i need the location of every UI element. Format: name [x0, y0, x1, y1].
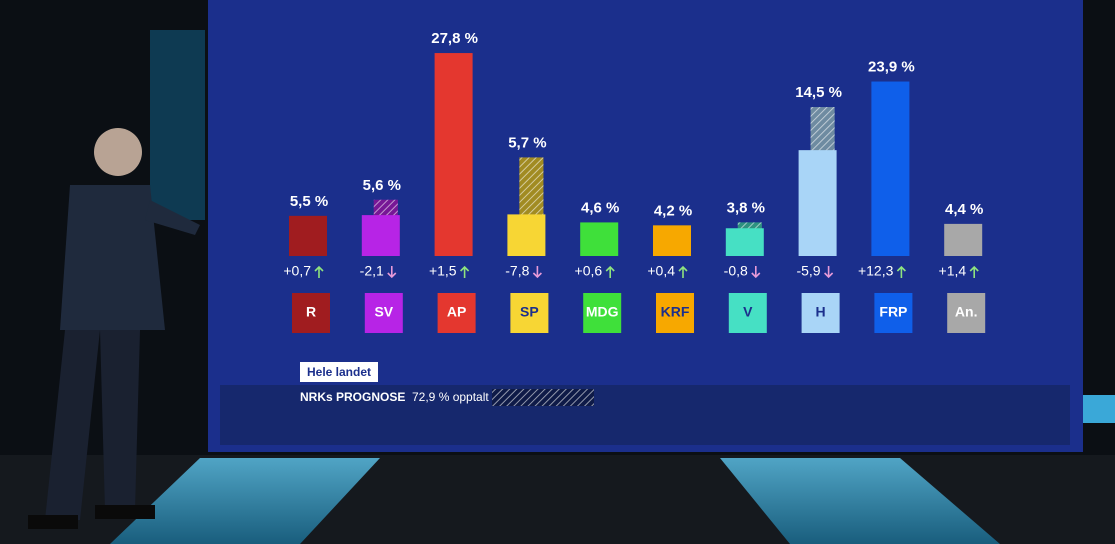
change-arrow — [314, 265, 324, 278]
change-label: -7,8 — [505, 263, 529, 279]
change-label: -0,8 — [724, 263, 748, 279]
bar — [580, 222, 619, 256]
change-arrow — [896, 265, 906, 278]
screen-strip — [220, 385, 1070, 445]
value-label: 4,6 % — [581, 199, 619, 216]
change-label: +12,3 — [858, 263, 894, 279]
party-label: SP — [520, 304, 539, 320]
bar — [944, 223, 983, 256]
party-badge — [437, 293, 476, 333]
value-label: 5,7 % — [508, 134, 546, 151]
plot: 5,5 % +0,7 R 5,6 % -2,1 SV 27,8 % +1,5 AP 5,7 % -7… — [283, 30, 986, 333]
value-label: 27,8 % — [431, 30, 478, 47]
floor-light — [720, 458, 1000, 544]
region-label: Hele landet — [307, 365, 371, 379]
change-arrow — [460, 265, 470, 278]
party-label: V — [743, 304, 753, 320]
bar — [798, 150, 837, 256]
party-badge — [510, 293, 549, 333]
party-label: H — [816, 304, 826, 320]
change-label: +1,5 — [429, 263, 457, 279]
change-label: -2,1 — [360, 263, 384, 279]
bar — [361, 215, 400, 256]
party-badge — [874, 293, 913, 333]
party-badge — [583, 293, 622, 333]
party-badge — [801, 293, 840, 333]
change-label: +0,6 — [575, 263, 603, 279]
bar — [653, 225, 691, 256]
party-label: KRF — [661, 304, 690, 320]
value-label: 14,5 % — [795, 84, 842, 101]
bar — [507, 214, 546, 256]
change-label: +0,4 — [647, 263, 675, 279]
bar — [434, 53, 473, 257]
change-arrow — [605, 265, 615, 278]
party-label: R — [306, 304, 316, 320]
value-label: 23,9 % — [868, 58, 915, 75]
presenter — [28, 128, 200, 529]
change-arrow — [387, 266, 397, 279]
party-badge — [364, 293, 403, 333]
party-label: An. — [955, 304, 978, 320]
change-arrow — [751, 266, 761, 279]
change-arrow — [678, 265, 688, 278]
prognosis-title: NRKs PROGNOSE — [300, 390, 405, 404]
change-arrow — [532, 266, 542, 279]
change-arrow — [969, 265, 979, 278]
value-label: 5,5 % — [290, 193, 328, 210]
value-label: 5,6 % — [363, 177, 401, 194]
change-label: -5,9 — [796, 263, 820, 279]
region-box — [300, 362, 378, 382]
bar — [289, 215, 327, 256]
counted-label: 72,9 % opptalt — [412, 390, 489, 404]
party-label: FRP — [879, 304, 907, 320]
floor-light — [110, 458, 380, 544]
value-label: 4,4 % — [945, 201, 983, 218]
bar — [871, 81, 910, 256]
party-badge — [656, 293, 694, 333]
party-badge — [728, 293, 767, 333]
bar — [725, 228, 764, 256]
value-label: 4,2 % — [654, 202, 692, 219]
party-label: MDG — [586, 304, 619, 320]
side-panel — [150, 30, 205, 220]
progress-hatch — [492, 389, 594, 406]
value-label: 3,8 % — [727, 199, 765, 216]
party-label: SV — [374, 304, 393, 320]
party-badge — [947, 293, 986, 333]
party-label: AP — [447, 304, 466, 320]
change-label: +0,7 — [283, 263, 311, 279]
change-label: +1,4 — [939, 263, 967, 279]
change-arrow — [824, 266, 834, 279]
party-badge — [292, 293, 330, 333]
